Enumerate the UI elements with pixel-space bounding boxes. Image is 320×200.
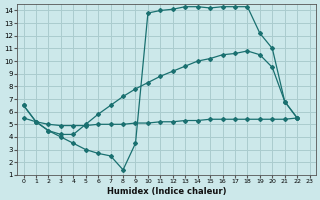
X-axis label: Humidex (Indice chaleur): Humidex (Indice chaleur) (107, 187, 226, 196)
